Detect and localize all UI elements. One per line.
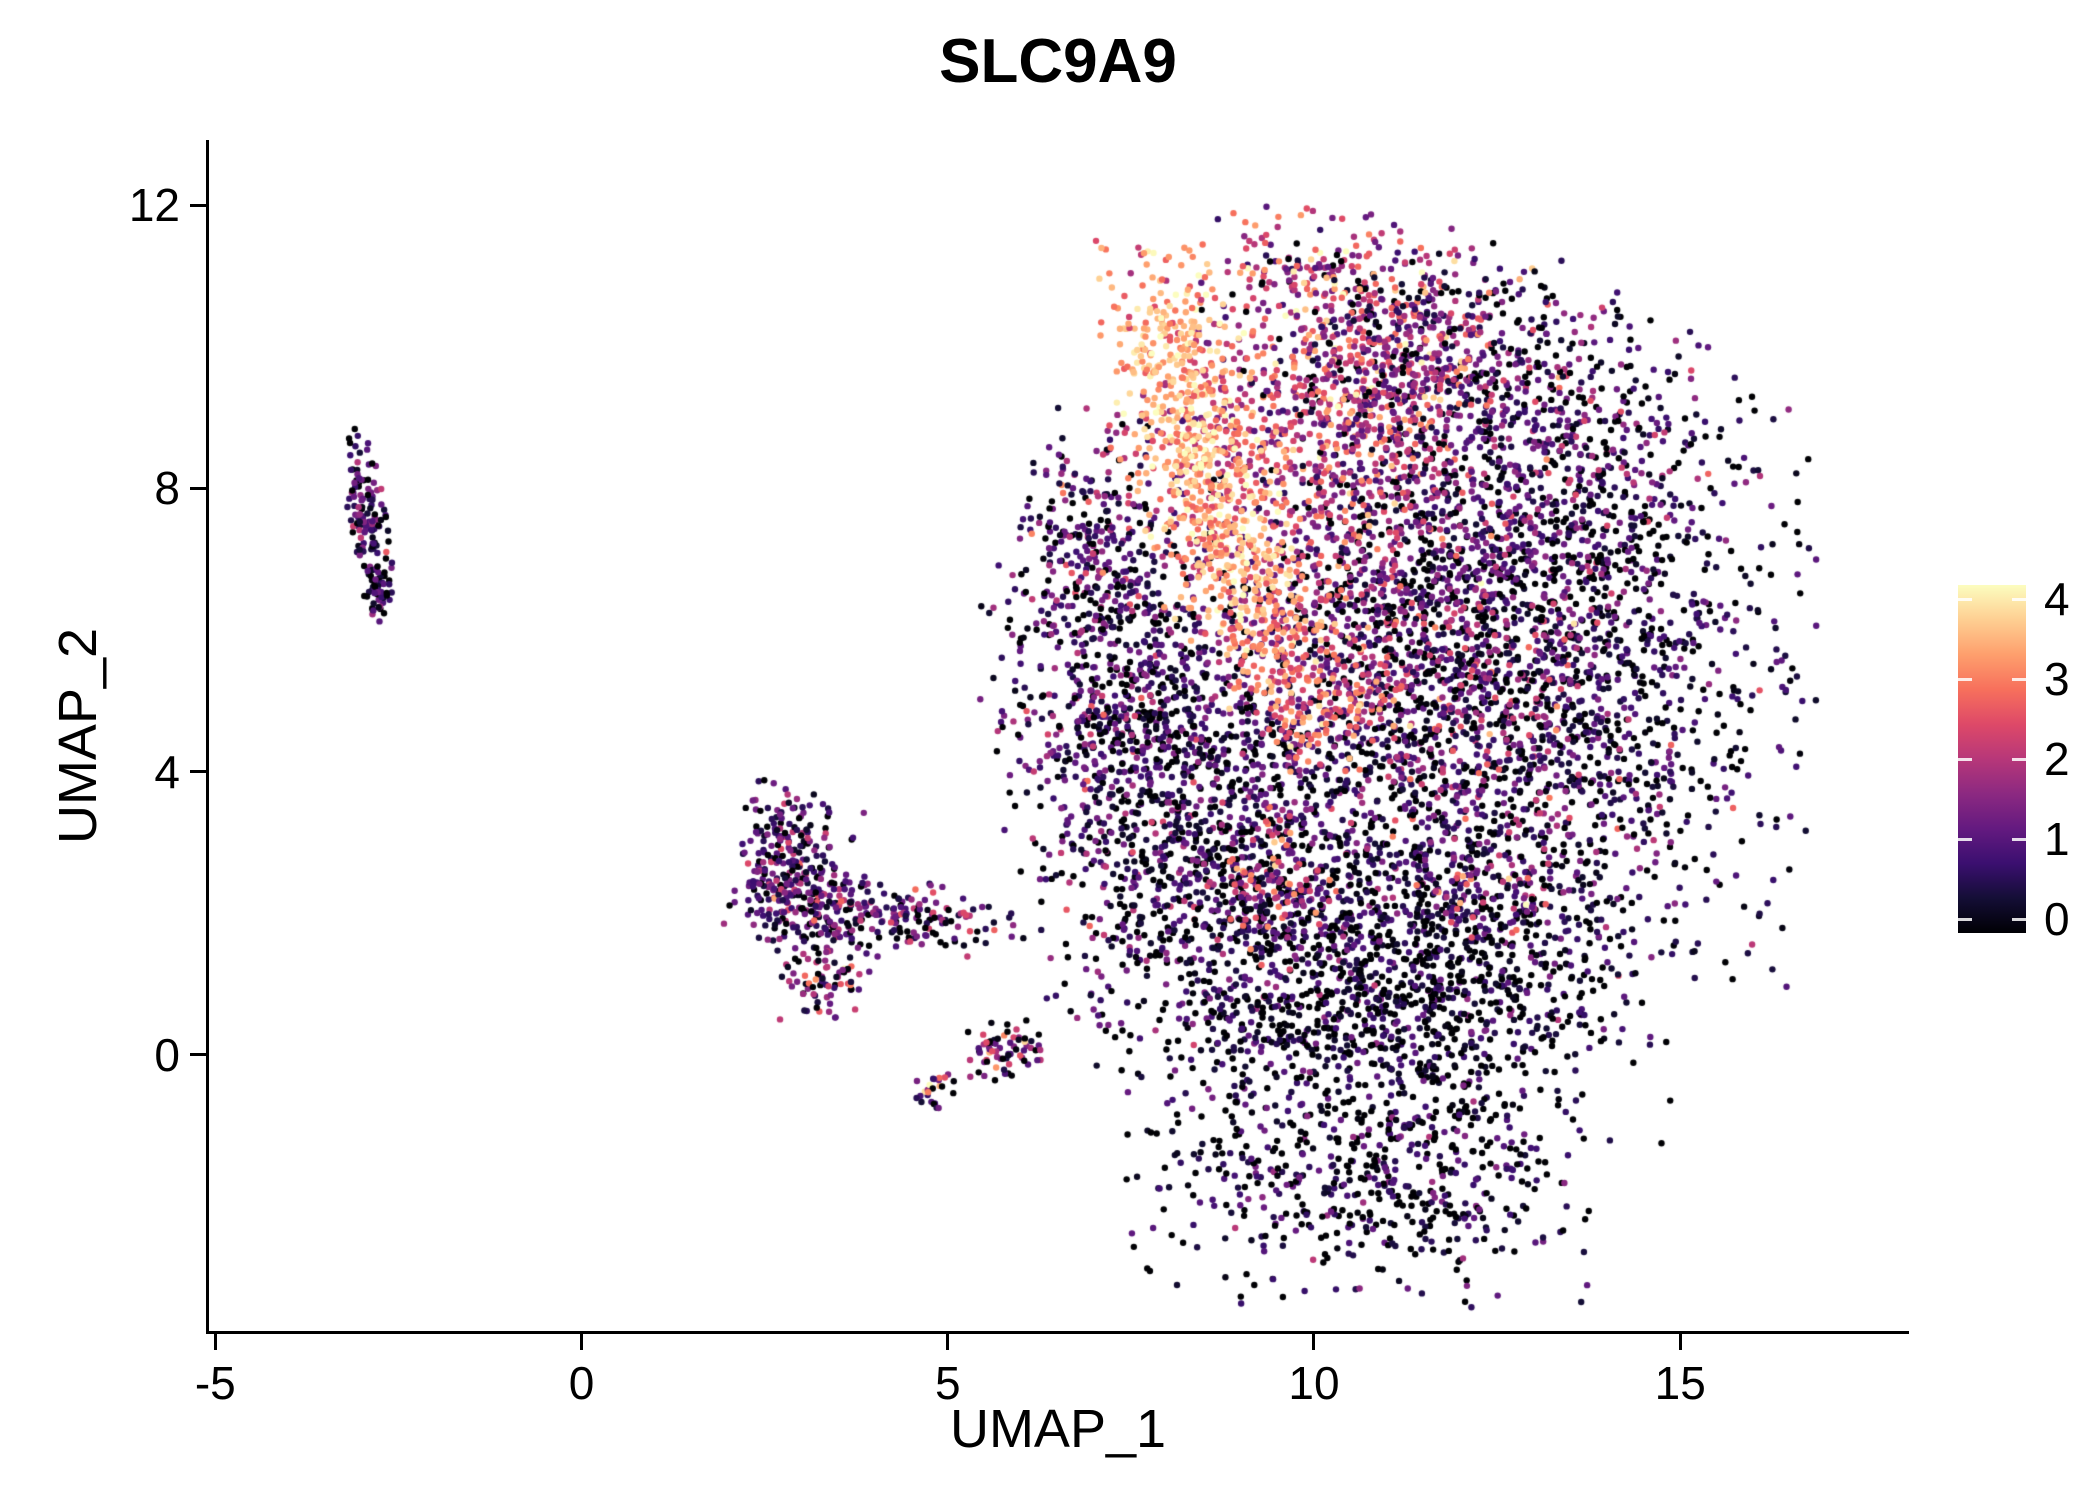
y-tick-label: 0: [154, 1028, 180, 1081]
x-axis-title: UMAP_1: [949, 1399, 1167, 1459]
x-axis-tick: [1312, 1334, 1316, 1350]
x-tick-label: 15: [1654, 1357, 1706, 1409]
y-axis-tick: [190, 486, 206, 490]
colorbar-tick-mark: [1958, 597, 1972, 601]
colorbar-tick-label: 0: [2044, 893, 2070, 945]
x-tick-label: -5: [194, 1357, 236, 1409]
colorbar-tick-mark: [2012, 677, 2026, 681]
x-tick-label: 5: [934, 1357, 961, 1409]
y-tick-label: 8: [154, 462, 180, 515]
colorbar-tick-mark: [1958, 837, 1972, 841]
colorbar-tick-mark: [2012, 757, 2026, 761]
colorbar-tick-mark: [1958, 677, 1972, 681]
colorbar-tick-mark: [2012, 837, 2026, 841]
y-axis-tick: [190, 203, 206, 207]
colorbar-tick-label: 4: [2044, 573, 2070, 625]
x-axis-tick: [213, 1334, 217, 1350]
x-tick-label: 0: [568, 1357, 595, 1409]
colorbar-tick-label: 3: [2044, 653, 2070, 705]
x-axis-tick: [580, 1334, 584, 1350]
y-axis-title: UMAP_2: [48, 627, 108, 845]
colorbar-tick-mark: [1958, 757, 1972, 761]
x-axis-tick: [1678, 1334, 1682, 1350]
colorbar-tick-mark: [2012, 597, 2026, 601]
x-axis-tick: [946, 1334, 950, 1350]
colorbar-tick-label: 1: [2044, 813, 2070, 865]
y-axis-line: [206, 140, 209, 1334]
y-tick-label: 4: [154, 745, 180, 798]
y-tick-label: 12: [128, 179, 180, 232]
x-tick-label: 10: [1288, 1357, 1340, 1409]
plot-title: SLC9A9: [939, 27, 1177, 96]
y-axis-tick: [190, 1053, 206, 1057]
colorbar-tick-mark: [1958, 917, 1972, 921]
x-axis-line: [206, 1331, 1909, 1334]
y-axis-tick: [190, 770, 206, 774]
colorbar-tick-mark: [2012, 917, 2026, 921]
colorbar-tick-label: 2: [2044, 733, 2070, 785]
